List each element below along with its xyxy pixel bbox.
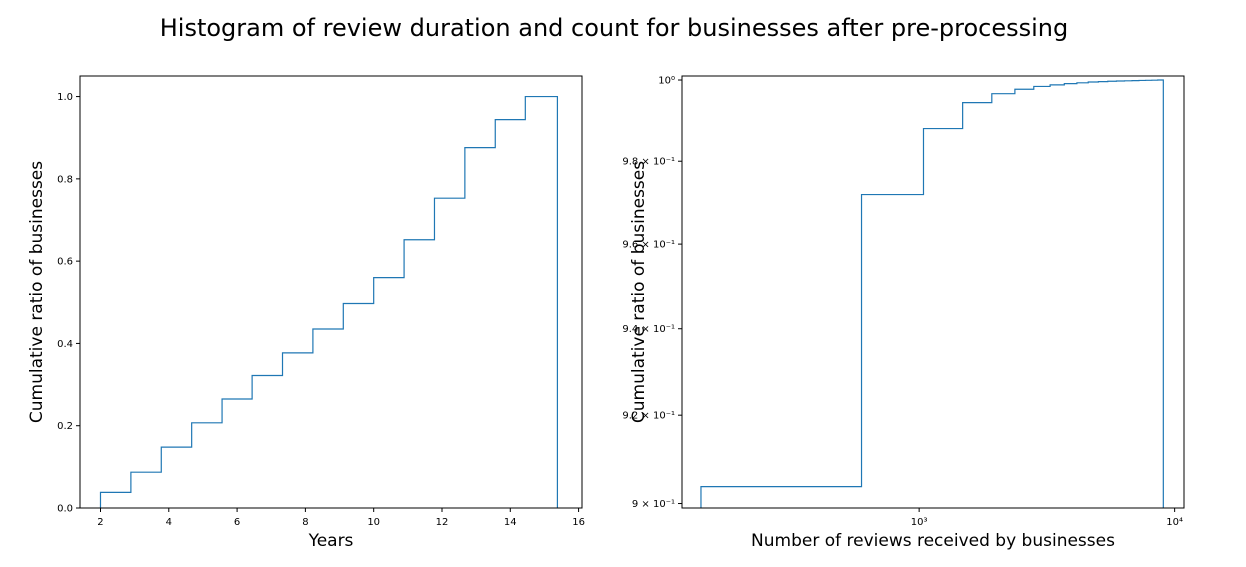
y-tick-label: 0.4 <box>57 339 73 350</box>
y-tick-label: 9.6 × 10⁻¹ <box>622 240 675 251</box>
y-tick-label: 9.8 × 10⁻¹ <box>622 157 675 168</box>
chart-review-duration: 2 4 6 8 10 12 14 16 0.0 0.2 0.4 0.6 0.8 1.0 Years Cumul… <box>27 75 585 551</box>
y-tick-label: 0.8 <box>57 174 73 185</box>
x-tick-label: 6 <box>234 517 240 528</box>
x-tick-label: 4 <box>166 517 172 528</box>
x-tick-label: 10⁴ <box>1166 517 1183 528</box>
x-tick-label: 10³ <box>911 517 928 528</box>
y-axis-label: Cumulative ratio of businesses <box>629 161 649 423</box>
y-tick-label: 1.0 <box>57 92 73 103</box>
y-tick-label: 9.4 × 10⁻¹ <box>622 324 675 335</box>
x-tick-label: 16 <box>572 517 585 528</box>
figure-title: Histogram of review duration and count f… <box>159 14 1069 42</box>
y-axis-label: Cumulative ratio of businesses <box>27 161 47 423</box>
y-tick-label: 0.2 <box>57 421 73 432</box>
x-axis-label: Number of reviews received by businesses <box>751 531 1115 551</box>
x-tick-label: 8 <box>302 517 308 528</box>
plot-frame <box>681 75 1185 509</box>
y-tick-label: 9.2 × 10⁻¹ <box>622 411 675 422</box>
x-tick-label: 2 <box>97 517 103 528</box>
y-tick-label: 0.0 <box>57 504 73 515</box>
histogram-step-line <box>700 79 1164 508</box>
x-tick-label: 10 <box>367 517 380 528</box>
x-tick-label: 14 <box>504 517 517 528</box>
histogram-step-line <box>99 95 559 508</box>
chart-review-count: 10³ 10⁴ 9 × 10⁻¹ 9.2 × 10⁻¹ 9.4 × 10⁻¹ 9.6 × … <box>622 75 1185 551</box>
y-tick-label: 10⁰ <box>658 76 675 87</box>
x-tick-label: 12 <box>436 517 449 528</box>
y-tick-label: 0.6 <box>57 257 73 268</box>
y-tick-label: 9 × 10⁻¹ <box>632 499 675 510</box>
x-axis-label: Years <box>308 531 354 551</box>
plot-frame <box>79 75 583 509</box>
